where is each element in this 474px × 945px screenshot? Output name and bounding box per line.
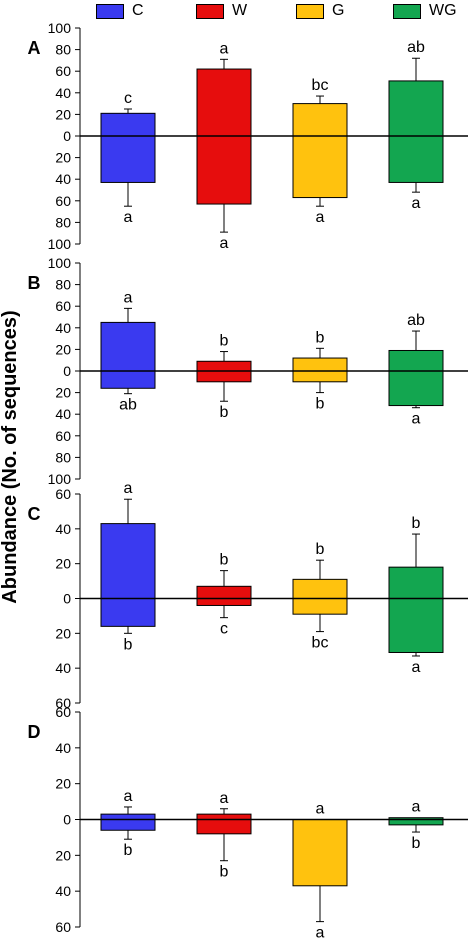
y-tick-label-d: 60 [55,704,71,720]
letter-lower-b-g: b [316,396,325,413]
y-tick-label-a: 60 [55,193,71,209]
panel-label-d: D [28,722,41,742]
letter-lower-c-g: bc [312,635,329,652]
letter-upper-b-g: b [316,329,325,346]
y-tick-label-c: 20 [55,625,71,641]
panel-label-a: A [28,38,41,58]
letter-upper-b-w: b [220,333,229,350]
y-tick-label-b: 20 [55,341,71,357]
y-tick-label-b: 80 [55,277,71,293]
letter-upper-a-w: a [220,40,229,57]
letter-upper-a-g: bc [312,77,329,94]
y-tick-label-a: 100 [48,20,72,36]
y-tick-label-c: 40 [55,521,71,537]
bar-a-g [292,103,348,199]
y-tick-label-b: 60 [55,428,71,444]
legend-swatch-g [296,4,324,19]
y-tick-label-b: 0 [63,363,71,379]
bar-a-c [100,112,156,183]
letter-upper-c-wg: b [412,515,421,532]
letter-upper-d-w: a [220,790,229,807]
y-tick-label-a: 80 [55,214,71,230]
y-tick-label-a: 20 [55,106,71,122]
letter-upper-a-c: c [124,90,132,107]
letter-upper-d-g: a [316,801,325,818]
y-tick-label-a: 40 [55,85,71,101]
letter-lower-d-c: b [124,842,133,859]
letter-upper-a-wg: ab [407,39,425,56]
letter-lower-b-w: b [220,404,229,421]
letter-lower-b-c: ab [119,397,137,414]
bar-b-c [100,321,156,389]
y-tick-label-b: 100 [48,255,72,271]
panel-label-b: B [28,273,41,293]
bar-c-wg [388,566,444,653]
bar-b-g [292,357,348,383]
bar-d-g [292,819,348,887]
y-tick-label-c: 60 [55,486,71,502]
y-tick-label-d: 40 [55,883,71,899]
bar-d-c [100,813,156,831]
y-tick-label-a: 60 [55,63,71,79]
y-tick-label-d: 60 [55,919,71,935]
letter-lower-c-wg: a [412,659,421,676]
letter-lower-a-wg: a [412,195,421,212]
letter-lower-d-w: b [220,864,229,881]
letter-lower-c-w: c [220,621,228,638]
y-tick-label-c: 40 [55,660,71,676]
y-tick-label-a: 40 [55,171,71,187]
legend-label-c: C [132,2,144,19]
letter-lower-d-wg: b [412,835,421,852]
y-tick-label-d: 0 [63,812,71,828]
letter-lower-a-w: a [220,235,229,252]
y-tick-label-c: 0 [63,591,71,607]
letter-upper-c-g: b [316,541,325,558]
y-tick-label-d: 20 [55,776,71,792]
bar-c-g [292,578,348,615]
legend-label-g: G [332,2,345,19]
y-tick-label-b: 60 [55,298,71,314]
y-tick-label-a: 20 [55,150,71,166]
chart-legend: C W G WG [0,0,474,24]
y-tick-label-b: 40 [55,320,71,336]
y-tick-label-b: 80 [55,449,71,465]
letter-lower-a-g: a [316,209,325,226]
y-tick-label-b: 40 [55,406,71,422]
y-tick-label-a: 0 [63,128,71,144]
y-tick-label-d: 20 [55,847,71,863]
y-tick-label-b: 20 [55,385,71,401]
letter-lower-a-c: a [124,209,133,226]
bar-c-c [100,523,156,627]
legend-swatch-w [196,4,224,19]
letter-upper-c-c: a [124,480,133,497]
bar-b-wg [388,349,444,407]
letter-lower-b-wg: a [412,411,421,428]
y-tick-label-c: 20 [55,556,71,572]
legend-label-w: W [232,2,248,19]
legend-swatch-c [96,4,124,19]
legend-swatch-wg [393,4,421,19]
bar-d-w [196,813,252,835]
y-tick-label-c: 60 [55,695,71,711]
letter-upper-d-wg: a [412,799,421,816]
bar-a-wg [388,80,444,183]
y-tick-label-b: 100 [48,471,72,487]
letter-upper-b-c: a [124,289,133,306]
letter-upper-d-c: a [124,788,133,805]
y-tick-label-d: 40 [55,740,71,756]
legend-label-wg: WG [429,2,457,19]
y-tick-label-a: 100 [48,236,72,252]
bar-c-w [196,585,252,606]
y-tick-label-a: 80 [55,42,71,58]
letter-lower-c-c: b [124,636,133,653]
letter-upper-c-w: b [220,552,229,569]
letter-lower-d-g: a [316,925,325,942]
panel-label-c: C [28,504,41,524]
letter-upper-b-wg: ab [407,312,425,329]
